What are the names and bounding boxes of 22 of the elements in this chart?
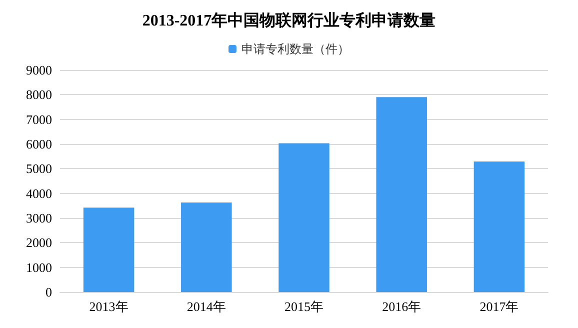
y-tick-label: 5000 (26, 161, 52, 176)
y-tick-label: 8000 (26, 87, 52, 102)
y-tick-label: 9000 (26, 62, 52, 78)
bar (376, 97, 427, 292)
legend-label: 申请专利数量（件） (242, 42, 350, 56)
bar (83, 208, 134, 292)
y-tick-label: 6000 (26, 136, 52, 152)
bar (278, 143, 330, 292)
bar (181, 202, 232, 292)
x-tick-label: 2016年 (382, 299, 422, 314)
y-tick-label: 3000 (26, 210, 52, 226)
y-tick-label: 1000 (26, 260, 52, 275)
chart-title: 2013-2017年中国物联网行业专利申请数量 (142, 12, 436, 30)
y-tick-label: 0 (46, 284, 52, 300)
bar (474, 162, 525, 292)
y-tick-label: 2000 (26, 235, 52, 250)
x-tick-label: 2014年 (186, 299, 226, 314)
x-tick-label: 2017年 (480, 299, 519, 314)
x-tick-label: 2013年 (89, 299, 128, 314)
y-tick-label: 4000 (26, 186, 52, 201)
y-tick-label: 7000 (26, 112, 52, 127)
x-tick-label: 2015年 (284, 299, 324, 314)
